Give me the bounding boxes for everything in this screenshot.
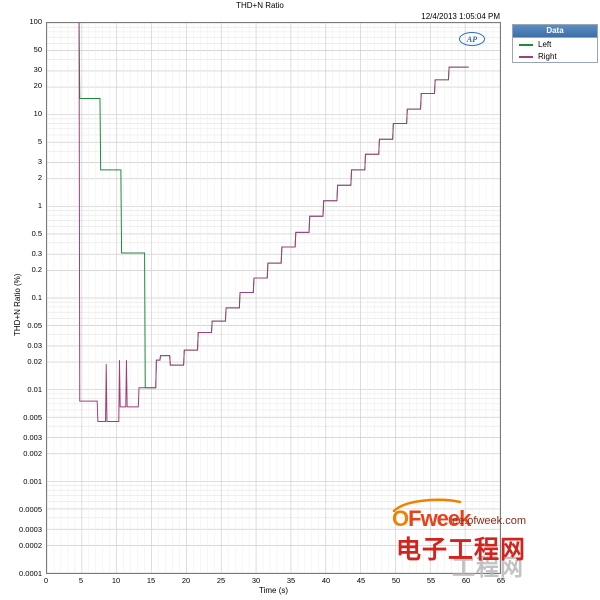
ofweek-arc-icon xyxy=(392,498,462,512)
y-tick-label: 100 xyxy=(29,17,42,26)
x-tick-label: 5 xyxy=(78,576,84,585)
x-tick-label: 25 xyxy=(216,576,226,585)
y-axis-label: THD+N Ratio (%) xyxy=(13,273,22,336)
legend-swatch-icon xyxy=(519,55,533,58)
x-tick-label: 60 xyxy=(461,576,471,585)
y-tick-label: 0.1 xyxy=(31,293,42,302)
x-tick-label: 50 xyxy=(391,576,401,585)
y-tick-label: 0.01 xyxy=(27,385,42,394)
y-tick-label: 0.001 xyxy=(23,477,42,486)
x-tick-label: 65 xyxy=(496,576,506,585)
y-tick-label: 0.05 xyxy=(27,320,42,330)
legend-item-right[interactable]: Right xyxy=(513,50,597,62)
ofweek-url: ee.ofweek.com xyxy=(452,515,526,527)
y-tick-label: 3 xyxy=(37,157,42,167)
x-tick-label: 45 xyxy=(356,576,366,585)
y-tick-label: 10 xyxy=(33,109,42,118)
legend-header: Data xyxy=(513,25,597,38)
y-tick-label: 0.003 xyxy=(23,433,42,443)
x-tick-label: 10 xyxy=(111,576,121,585)
y-tick-label: 0.3 xyxy=(31,249,42,259)
y-tick-label: 0.0005 xyxy=(19,504,42,514)
ofweek-logo: OFweek xyxy=(392,506,471,531)
y-tick-label: 30 xyxy=(33,65,42,75)
y-tick-label: 0.005 xyxy=(23,412,42,422)
y-tick-label: 0.02 xyxy=(27,357,42,367)
legend-item-label: Left xyxy=(538,40,552,49)
x-tick-label: 30 xyxy=(251,576,261,585)
x-tick-label: 55 xyxy=(426,576,436,585)
y-tick-label: 1 xyxy=(37,201,42,210)
grid-layer xyxy=(47,23,500,573)
y-tick-label: 0.2 xyxy=(31,265,42,275)
y-tick-label: 50 xyxy=(33,44,42,54)
svg-text:AP: AP xyxy=(466,35,477,44)
ofweek-logo-o: O xyxy=(392,506,409,531)
y-tick-label: 0.0001 xyxy=(19,569,42,578)
data-layer xyxy=(78,23,469,422)
ofweek-logo-rest: Fweek xyxy=(408,506,471,531)
x-tick-label: 15 xyxy=(146,576,156,585)
series-right xyxy=(78,23,469,422)
ap-logo-icon: AP xyxy=(459,32,485,46)
y-tick-label: 0.03 xyxy=(27,341,42,351)
cn-watermark-ghost: 工程网 xyxy=(452,555,524,581)
timestamp-label: 12/4/2013 1:05:04 PM xyxy=(421,12,500,21)
plot-area xyxy=(46,22,501,574)
x-tick-label: 0 xyxy=(43,576,49,585)
y-tick-label: 0.0003 xyxy=(19,525,42,535)
x-tick-label: 20 xyxy=(181,576,191,585)
y-tick-label: 0.0002 xyxy=(19,541,42,551)
legend-item-label: Right xyxy=(538,52,557,61)
legend-swatch-icon xyxy=(519,43,533,46)
y-tick-label: 5 xyxy=(37,136,42,146)
legend: Data Left Right xyxy=(512,24,598,63)
legend-rows: Left Right xyxy=(513,38,597,62)
y-tick-label: 2 xyxy=(37,173,42,183)
x-tick-label: 35 xyxy=(286,576,296,585)
x-tick-label: 40 xyxy=(321,576,331,585)
legend-item-left[interactable]: Left xyxy=(513,38,597,50)
page-title: THD+N Ratio xyxy=(236,1,284,10)
x-axis-label: Time (s) xyxy=(258,586,289,595)
cn-watermark: 电子工程网 xyxy=(396,535,527,564)
y-tick-label: 20 xyxy=(33,81,42,91)
series-left xyxy=(78,23,469,389)
y-tick-label: 0.002 xyxy=(23,449,42,459)
y-tick-label: 0.5 xyxy=(31,228,42,238)
